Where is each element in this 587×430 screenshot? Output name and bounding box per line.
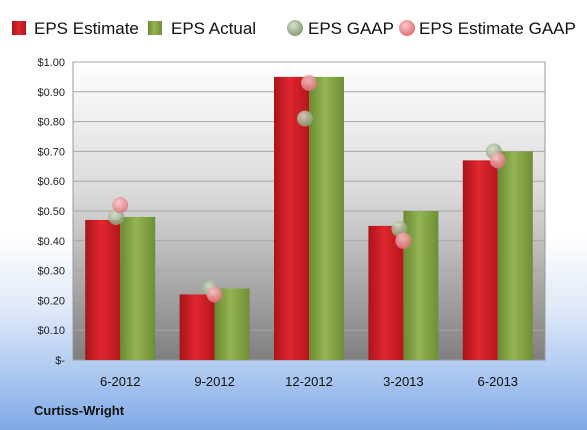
x-tick-label: 12-2012: [285, 374, 333, 389]
bar-eps-estimate: [85, 219, 121, 360]
y-tick-label: $0.10: [37, 325, 65, 337]
y-tick-label: $-: [55, 355, 65, 367]
bar-eps-actual: [309, 76, 344, 361]
y-tick-label: $0.40: [37, 236, 65, 248]
x-tick-label: 6-2012: [100, 374, 140, 389]
legend-label: EPS GAAP: [308, 19, 394, 38]
y-tick-label: $0.60: [37, 176, 65, 188]
x-tick-label: 6-2013: [478, 374, 518, 389]
y-tick-label: $0.80: [37, 117, 65, 129]
y-tick-label: $0.20: [37, 295, 65, 307]
x-tick-label: 9-2012: [194, 374, 234, 389]
legend-marker: [287, 20, 303, 36]
legend-label: EPS Actual: [171, 19, 256, 38]
points-group: [108, 74, 506, 303]
y-tick-label: $0.70: [37, 146, 65, 158]
legend-label: EPS Estimate GAAP: [419, 19, 576, 38]
bar-eps-estimate: [179, 294, 215, 360]
bar-eps-estimate: [462, 160, 498, 360]
bar-eps-actual: [403, 211, 439, 360]
y-tick-label: $0.90: [37, 87, 65, 99]
point-eps-estimate-gaap: [301, 74, 317, 91]
point-eps-estimate-gaap: [489, 152, 506, 169]
x-axis: 6-2012 9-2012 12-2012 3-2013 6-2013: [100, 374, 518, 389]
bar-eps-estimate: [368, 225, 404, 360]
legend-swatch: [148, 21, 162, 35]
y-axis: $- $0.10 $0.20 $0.30 $0.40 $0.50 $0.60 $0.70 $0.…: [37, 57, 65, 367]
bars-group: [85, 76, 533, 361]
bar-eps-actual: [214, 288, 250, 360]
legend-swatch: [12, 21, 26, 35]
point-eps-estimate-gaap: [206, 286, 223, 303]
y-tick-label: $1.00: [37, 57, 65, 69]
footer-label: Curtiss-Wright: [34, 403, 125, 418]
point-eps-estimate-gaap: [112, 197, 129, 214]
legend: EPS Estimate EPS Actual EPS GAAP EPS Estima…: [12, 19, 576, 38]
y-tick-label: $0.50: [37, 206, 65, 218]
legend-marker: [399, 20, 415, 36]
legend-label: EPS Estimate: [34, 19, 139, 38]
y-tick-label: $0.30: [37, 266, 65, 278]
point-eps-estimate-gaap: [395, 232, 412, 249]
point-eps-gaap: [297, 110, 313, 127]
x-tick-label: 3-2013: [383, 374, 423, 389]
bar-eps-actual: [497, 151, 533, 360]
bar-eps-actual: [120, 216, 156, 360]
